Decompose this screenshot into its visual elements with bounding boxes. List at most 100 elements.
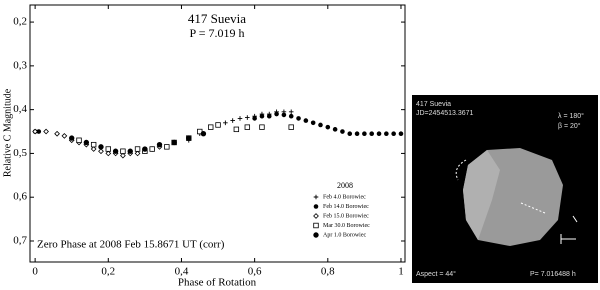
point (259, 113, 265, 119)
x-tick-label: 0,2 (101, 266, 115, 278)
point (134, 146, 141, 152)
point (237, 116, 243, 121)
panel-aspect: Aspect = 44° (416, 270, 456, 278)
point (376, 131, 382, 137)
x-tick-label: 0,8 (321, 266, 335, 278)
panel-beta: β = 20° (558, 122, 581, 130)
y-tick-label: 0,6 (13, 191, 27, 203)
plot-frame (29, 4, 406, 263)
point (266, 113, 272, 119)
point (303, 118, 309, 123)
legend-marker (313, 204, 319, 209)
x-tick-label: 0 (32, 266, 38, 278)
point (391, 131, 396, 137)
panel-period: P= 7.016488 h (530, 271, 576, 278)
panel-lambda: λ = 180° (558, 112, 584, 120)
point (398, 131, 404, 137)
point (244, 124, 251, 130)
point (318, 122, 323, 128)
chart-subtitle: P = 7.019 h (190, 26, 245, 40)
point (156, 141, 163, 148)
point (112, 148, 119, 154)
point (105, 150, 112, 157)
legend-marker (313, 194, 319, 200)
point (142, 146, 148, 152)
point (230, 118, 235, 123)
spin-axis (520, 202, 546, 214)
point (186, 135, 192, 141)
annotation: Zero Phase at 2008 Feb 15.8671 UT (corr) (37, 239, 225, 251)
point (384, 131, 389, 137)
point (200, 131, 207, 137)
rotation-arc (455, 159, 467, 181)
point (208, 124, 214, 130)
point (288, 109, 294, 115)
shape-panel: 417 Suevia JD=2454513.3671 λ = 180° β = … (412, 95, 598, 283)
point (252, 116, 257, 121)
y-tick-label: 0,5 (13, 147, 27, 159)
point (134, 150, 141, 157)
legend-label: Mar 30.0 Borowiec (323, 223, 370, 229)
legend-marker (313, 222, 319, 229)
point (369, 131, 375, 137)
point (83, 139, 90, 146)
point (223, 120, 228, 126)
point (98, 148, 104, 155)
point (347, 131, 353, 137)
point (288, 113, 294, 119)
point (105, 146, 111, 152)
point (288, 124, 294, 130)
legend-label: Apr 1.0 Borowiec (323, 232, 366, 238)
x-tick-label: 0,4 (175, 266, 189, 278)
legend-label: Feb 4.0 Borowiec (323, 194, 366, 200)
y-tick-label: 0,3 (13, 59, 27, 71)
x-tick-label: 0,6 (248, 266, 262, 278)
point (69, 135, 75, 141)
point (332, 127, 338, 132)
legend-title: 2008 (337, 181, 353, 190)
point (61, 133, 68, 139)
y-tick-label: 0,2 (13, 16, 27, 28)
legend-label: Feb 15.0 Borowiec (323, 213, 369, 219)
legend-marker (313, 232, 319, 238)
point (90, 146, 97, 152)
point (149, 146, 155, 152)
point (120, 148, 126, 154)
point (36, 129, 42, 134)
axis-tip (572, 215, 578, 223)
y-axis-label: Relative C Magnitude (2, 88, 13, 177)
point (259, 124, 265, 130)
point (76, 137, 82, 143)
point (120, 152, 126, 159)
asteroid-facet (463, 150, 500, 240)
x-tick-label: 1 (398, 266, 404, 278)
point (98, 144, 104, 150)
point (325, 124, 331, 130)
point (43, 128, 49, 135)
y-tick-label: 0,4 (13, 103, 27, 115)
chart-title: 417 Suevia (188, 11, 246, 26)
legend-marker (313, 213, 319, 219)
point (296, 116, 301, 121)
legend-label: Feb 14.0 Borowiec (323, 204, 369, 210)
point (171, 139, 177, 146)
panel-name: 417 Suevia (416, 101, 451, 108)
point (362, 131, 367, 137)
point (274, 111, 279, 117)
point (354, 131, 360, 137)
point (90, 141, 97, 148)
point (310, 120, 316, 126)
point (127, 148, 133, 154)
panel-jd: JD=2454513.3671 (416, 110, 474, 117)
point (281, 112, 287, 118)
point (233, 126, 240, 133)
point (245, 115, 250, 120)
y-tick-label: 0,7 (13, 235, 27, 247)
x-axis-label: Phase of Rotation (178, 277, 257, 289)
point (215, 122, 221, 128)
point (32, 128, 38, 135)
point (340, 129, 345, 134)
point (54, 130, 60, 137)
